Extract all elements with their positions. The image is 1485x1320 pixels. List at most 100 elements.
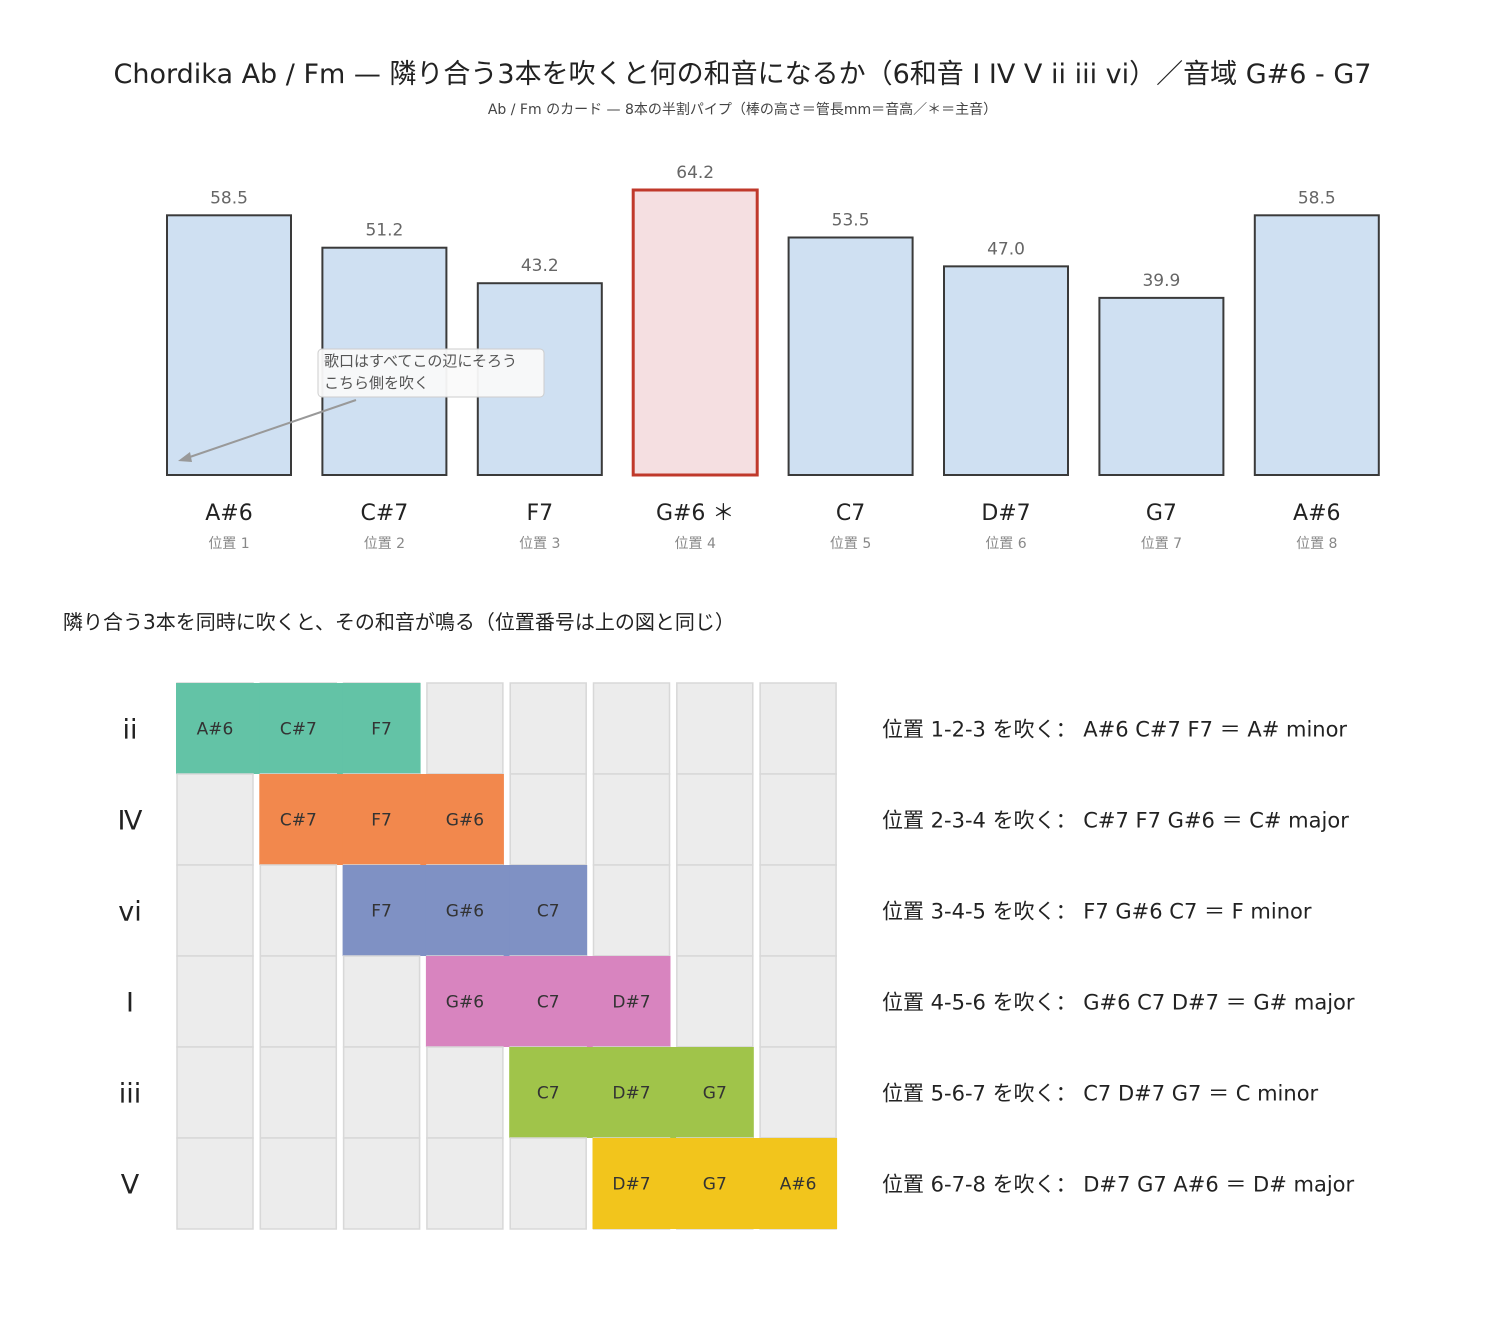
position-label: 位置 3 (519, 536, 560, 552)
chord-cell-note: C#7 (280, 720, 317, 740)
roman-numeral-label: Ⅳ (118, 806, 143, 837)
chord-cell-note: G#6 (446, 993, 484, 1013)
annotation-arrowhead (178, 452, 192, 462)
chord-cell (592, 956, 671, 1047)
chord-cell-note: G#6 (446, 811, 484, 831)
bar-value-label: 58.5 (1298, 188, 1336, 208)
chord-description: 位置 5-6-7 を吹く： C7 D#7 G7 ＝ C minor (882, 1082, 1319, 1106)
chord-cell-note: A#6 (780, 1175, 817, 1195)
position-label: 位置 2 (364, 536, 405, 552)
note-label: C7 (836, 501, 865, 526)
note-label: F7 (526, 501, 553, 526)
chord-cell-note: D#7 (612, 993, 650, 1013)
chord-cell-note: F7 (371, 902, 392, 922)
position-label: 位置 5 (830, 536, 871, 552)
chord-cell-note: G7 (703, 1175, 727, 1195)
chord-cell (176, 683, 261, 774)
grid-cell (509, 773, 587, 866)
grid-cell (176, 1046, 254, 1139)
chord-cell-note: G7 (703, 1084, 727, 1104)
roman-numeral-label: I (126, 988, 134, 1019)
bar-value-label: 47.0 (987, 239, 1025, 259)
pipe-bar (1253, 214, 1380, 476)
chord-cell-note: G#6 (446, 902, 484, 922)
chord-description: 位置 1-2-3 を吹く： A#6 C#7 F7 ＝ A# minor (882, 718, 1347, 742)
note-label: A#6 (205, 501, 252, 526)
grid-cell (259, 864, 338, 957)
grid-cell (759, 1046, 837, 1139)
chart-title: Chordika Ab / Fm — 隣り合う3本を吹くと何の和音になるか（6和… (113, 59, 1372, 90)
grid-cell (759, 955, 837, 1048)
pipe-bar (631, 188, 759, 477)
annotation-box (317, 348, 545, 398)
roman-numeral-label: ii (122, 715, 137, 746)
chord-cell (425, 956, 511, 1047)
bar-value-label: 51.2 (365, 221, 403, 241)
position-label: 位置 6 (985, 536, 1026, 552)
annotation-text: こちら側を吹く (324, 374, 429, 392)
pipe-bar (166, 214, 292, 476)
note-label: D#7 (981, 501, 1030, 526)
grid-cell (592, 773, 671, 866)
grid-cell (592, 682, 671, 775)
chord-cell-note: A#6 (197, 720, 234, 740)
chord-cell-note: C#7 (280, 811, 317, 831)
chord-cell-note: F7 (371, 811, 392, 831)
chart-subtitle: Ab / Fm のカード — 8本の半割パイプ（棒の高さ＝管長mm＝音高／＊＝主… (487, 102, 998, 118)
grid-cell (676, 864, 754, 957)
chord-cell (759, 1138, 838, 1229)
roman-numeral-label: iii (119, 1079, 142, 1110)
position-label: 位置 4 (675, 536, 716, 552)
chord-cell (675, 1047, 754, 1138)
chord-section-title: 隣り合う3本を同時に吹くと、その和音が鳴る（位置番号は上の図と同じ） (63, 610, 735, 634)
note-label: G#6 ＊ (656, 501, 734, 526)
grid-cell (342, 1137, 421, 1230)
chord-cell (509, 865, 588, 956)
grid-cell (676, 955, 754, 1048)
grid-cell (176, 1137, 254, 1230)
position-label: 位置 8 (1296, 536, 1337, 552)
grid-cell (342, 955, 421, 1048)
chord-description: 位置 6-7-8 を吹く： D#7 G7 A#6 ＝ D# major (882, 1173, 1354, 1197)
grid-cell (426, 682, 504, 775)
roman-numeral-label: V (121, 1170, 140, 1201)
chord-cell-note: C7 (537, 993, 560, 1013)
annotation-arrow (183, 399, 357, 460)
grid-cell (176, 773, 254, 866)
position-label: 位置 1 (208, 536, 249, 552)
grid-cell (259, 1137, 338, 1230)
chord-cell (342, 865, 427, 956)
chord-cell (425, 774, 504, 865)
chord-description: 位置 3-4-5 を吹く： F7 G#6 C7 ＝ F minor (882, 900, 1312, 924)
chord-cell (259, 774, 344, 865)
chord-description: 位置 4-5-6 を吹く： G#6 C7 D#7 ＝ G# major (882, 991, 1355, 1015)
bar-value-label: 64.2 (676, 163, 714, 183)
grid-cell (759, 682, 837, 775)
chord-cell (509, 1047, 594, 1138)
chord-cell-note: D#7 (612, 1175, 650, 1195)
chord-cell (425, 865, 511, 956)
chord-cell-note: F7 (371, 720, 392, 740)
grid-cell (259, 1046, 338, 1139)
chord-cell-note: C7 (537, 902, 560, 922)
note-label: A#6 (1293, 501, 1340, 526)
chord-cell (675, 1138, 761, 1229)
annotation-text: 歌口はすべてこの辺にそろう (324, 352, 517, 370)
chord-cell (259, 683, 344, 774)
pipe-bar (1098, 296, 1225, 477)
grid-cell (592, 864, 671, 957)
chord-cell-note: C7 (537, 1084, 560, 1104)
pipe-bar (943, 265, 1069, 476)
grid-cell (676, 773, 754, 866)
chord-description: 位置 2-3-4 を吹く： C#7 F7 G#6 ＝ C# major (882, 809, 1349, 833)
grid-cell (176, 955, 254, 1048)
grid-cell (426, 1137, 504, 1230)
grid-cell (259, 955, 338, 1048)
grid-cell (176, 864, 254, 957)
bar-value-label: 43.2 (521, 256, 559, 276)
position-label: 位置 7 (1141, 536, 1182, 552)
pipe-length-bar-chart: 58.5 A#6 位置 1 51.2 C#7 位置 2 43.2 F7 位置 3 64.2 G#6 … (166, 163, 1380, 552)
grid-cell (509, 1137, 587, 1230)
note-label: G7 (1146, 501, 1177, 526)
